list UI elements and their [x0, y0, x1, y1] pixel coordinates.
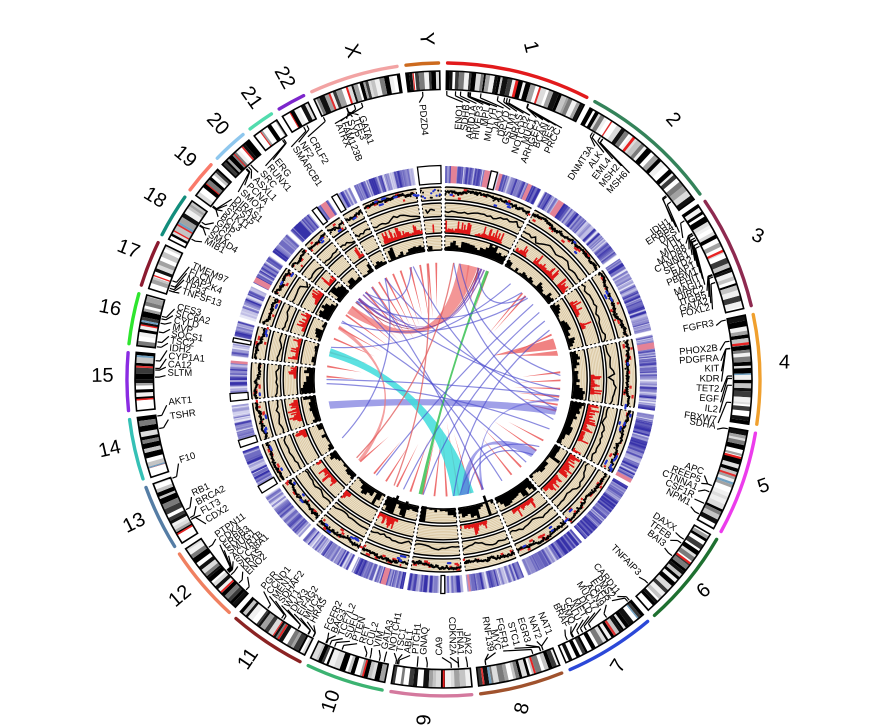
- svg-text:4: 4: [779, 351, 791, 373]
- svg-text:15: 15: [91, 365, 113, 387]
- svg-text:MVP: MVP: [171, 322, 193, 337]
- svg-text:IFNA1: IFNA1: [453, 628, 465, 655]
- svg-text:8: 8: [510, 700, 534, 716]
- svg-text:SOCS1: SOCS1: [170, 329, 204, 345]
- svg-text:CYP1A1: CYP1A1: [168, 351, 205, 365]
- svg-text:TSHR: TSHR: [169, 408, 196, 423]
- svg-text:EGF: EGF: [699, 393, 720, 406]
- svg-text:PHOX2B: PHOX2B: [679, 343, 718, 358]
- svg-text:SLTM: SLTM: [167, 368, 192, 379]
- svg-text:14: 14: [96, 436, 123, 462]
- svg-text:MPL: MPL: [479, 106, 493, 127]
- svg-text:PTCH1: PTCH1: [410, 623, 424, 655]
- svg-text:KIT: KIT: [704, 363, 719, 374]
- svg-text:SDHA: SDHA: [689, 416, 718, 432]
- svg-text:HIVEP3: HIVEP3: [470, 105, 486, 140]
- svg-text:IDH2: IDH2: [169, 343, 192, 356]
- svg-text:JAK2: JAK2: [461, 631, 474, 655]
- svg-text:JAK1: JAK1: [490, 108, 506, 133]
- svg-text:GNAQ: GNAQ: [418, 627, 431, 656]
- svg-text:CA12: CA12: [168, 359, 192, 371]
- svg-text:TSC2: TSC2: [170, 336, 196, 350]
- svg-text:AKT1: AKT1: [168, 395, 193, 408]
- svg-text:CDKN2A: CDKN2A: [446, 617, 458, 656]
- svg-text:ABL1: ABL1: [402, 629, 416, 653]
- svg-text:RET: RET: [357, 623, 373, 645]
- svg-text:SDHB: SDHB: [459, 104, 472, 131]
- svg-text:16: 16: [97, 295, 123, 321]
- svg-text:PDZD4: PDZD4: [416, 104, 430, 136]
- svg-text:CYLD: CYLD: [173, 315, 200, 331]
- svg-text:TET2: TET2: [696, 383, 720, 395]
- svg-text:9: 9: [413, 714, 435, 726]
- svg-text:ENO1: ENO1: [453, 104, 466, 131]
- svg-text:IL2: IL2: [704, 403, 718, 416]
- svg-text:Y: Y: [415, 32, 438, 47]
- svg-text:MYC: MYC: [488, 628, 503, 651]
- svg-text:ARID1A: ARID1A: [464, 104, 479, 140]
- svg-text:PDGFRA: PDGFRA: [679, 353, 720, 367]
- svg-text:TSC1: TSC1: [395, 627, 409, 653]
- svg-text:FBXW7: FBXW7: [683, 410, 717, 426]
- svg-text:1: 1: [519, 39, 543, 55]
- svg-text:F10: F10: [178, 450, 197, 465]
- svg-text:CA9: CA9: [434, 637, 445, 656]
- svg-text:X: X: [340, 41, 365, 60]
- svg-text:KDR: KDR: [699, 373, 719, 384]
- svg-text:VIM: VIM: [372, 630, 387, 649]
